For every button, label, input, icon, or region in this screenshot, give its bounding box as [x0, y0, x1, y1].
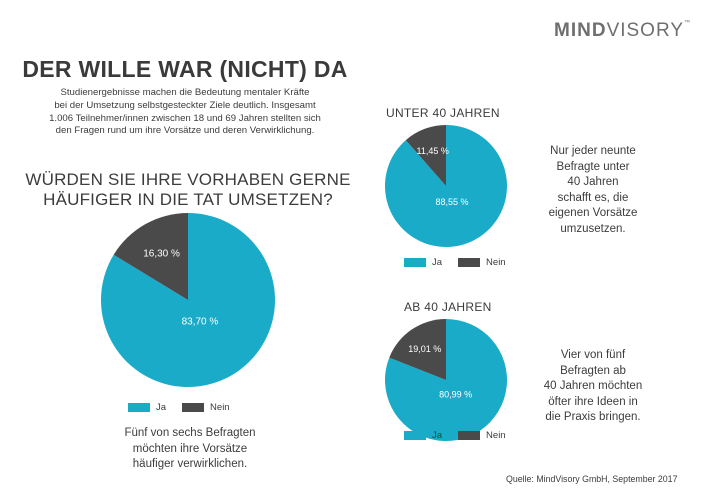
intro-text: Studienergebnisse machen die Bedeutung m… [20, 87, 350, 138]
intro-line: Studienergebnisse machen die Bedeutung m… [60, 87, 310, 98]
note-line: häufiger verwirklichen. [132, 458, 248, 470]
legend-swatch-nein [182, 403, 205, 412]
data-label-nein-under-40: 11,45 % [417, 146, 449, 156]
pie-chart-over-40: 80,99 % 19,01 % [385, 319, 507, 441]
legend-label-ja: Ja [432, 257, 443, 268]
legend-swatch-ja [128, 403, 150, 412]
note-line: Fünf von sechs Befragten [124, 427, 256, 439]
note-line: 40 Jahren [567, 176, 619, 188]
legend-label-nein: Nein [486, 430, 506, 441]
legend-swatch-ja [404, 431, 426, 440]
pie-slice-nein-under-40 [405, 125, 446, 186]
legend-label-ja: Ja [156, 402, 167, 413]
note-line: möchten ihre Vorsätze [132, 442, 248, 455]
note-line: schafft es, die [557, 191, 629, 204]
source-note: Quelle: MindVisory GmbH, September 2017 [506, 474, 678, 484]
data-label-ja-overall: 83,70 % [182, 317, 219, 328]
intro-line: bei der Umsetzung selbstgesteckter Ziele… [54, 99, 316, 111]
legend-label-nein: Nein [486, 257, 506, 268]
data-label-nein-over-40: 19,01 % [408, 344, 441, 354]
data-label-ja-under-40: 88,55 % [435, 197, 468, 207]
question-line: HÄUFIGER IN DIE TAT UMSETZEN? [43, 190, 333, 209]
note-under-40: Nur jeder neunte Befragte unter 40 Jahre… [528, 144, 658, 237]
intro-line: 1.006 Teilnehmer/innen zwischen 18 und 6… [49, 112, 321, 124]
data-label-ja-over-40: 80,99 % [439, 389, 472, 399]
section-title-over-40: AB 40 JAHREN [404, 300, 492, 314]
note-line: Befragte unter [556, 160, 630, 173]
note-line: Nur jeder neunte [550, 145, 636, 157]
legend-swatch-nein [458, 258, 481, 267]
note-line: öfter ihre Ideen in [548, 395, 638, 408]
note-overall: Fünf von sechs Befragten möchten ihre Vo… [90, 426, 290, 473]
pie-chart-under-40: 88,55 % 11,45 % [385, 125, 507, 247]
legend-overall: Ja Nein [128, 402, 230, 413]
page-title: DER WILLE WAR (NICHT) DA [22, 56, 348, 82]
question-line: WÜRDEN SIE IHRE VORHABEN GERNE [25, 170, 351, 189]
pie-slice-nein-overall [113, 213, 188, 300]
mindvisory-logo: MINDVISORY™ [554, 20, 692, 41]
note-line: die Praxis bringen. [545, 411, 641, 423]
note-line: Befragten ab [560, 364, 626, 377]
legend-label-ja: Ja [432, 430, 443, 441]
legend-over-40: Ja Nein [404, 430, 506, 441]
data-label-nein-overall: 16,30 % [143, 248, 180, 259]
section-title-under-40: UNTER 40 JAHREN [386, 106, 500, 120]
intro-line: den Fragen rund um ihre Vorsätze und der… [55, 125, 315, 137]
legend-under-40: Ja Nein [404, 257, 506, 268]
note-line: umzusetzen. [560, 222, 626, 235]
pie-chart-overall: 83,70 % 16,30 % [100, 213, 275, 387]
legend-label-nein: Nein [210, 402, 230, 413]
note-line: 40 Jahren möchten [543, 380, 643, 392]
legend-swatch-ja [404, 258, 426, 267]
note-over-40: Vier von fünf Befragten ab 40 Jahren möc… [528, 348, 658, 426]
pie-slice-ja-overall [100, 213, 275, 387]
note-line: eigenen Vorsätze [548, 207, 638, 219]
pie-slice-nein-over-40 [389, 319, 446, 380]
legend-swatch-nein [458, 431, 481, 440]
note-line: Vier von fünf [560, 349, 626, 361]
survey-question: WÜRDEN SIE IHRE VORHABEN GERNE HÄUFIGER … [20, 170, 356, 210]
